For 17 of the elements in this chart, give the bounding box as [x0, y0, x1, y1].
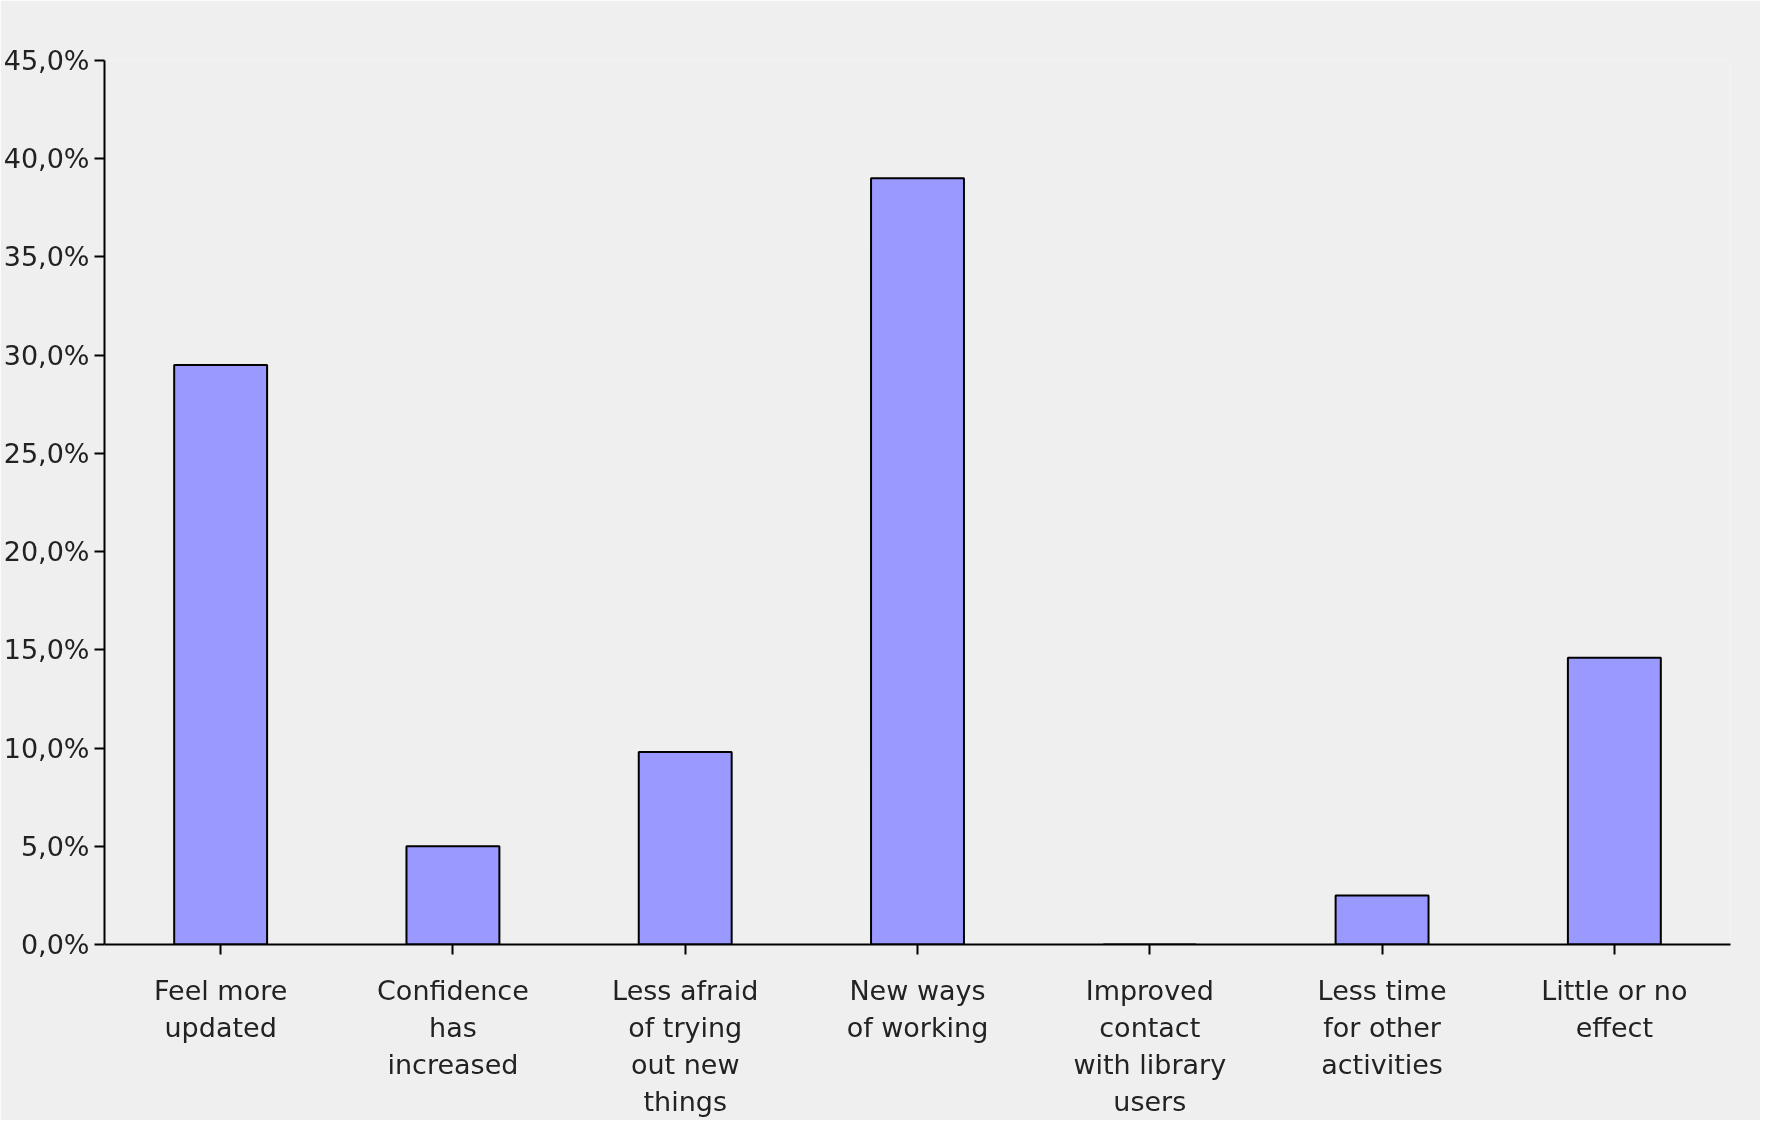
- y-tick-label: 35,0%: [3, 241, 90, 273]
- x-tick-label: Less afraid of trying out new things: [612, 974, 759, 1118]
- x-tick-label: Little or no effect: [1541, 974, 1688, 1043]
- y-tick-label: 45,0%: [3, 45, 90, 76]
- y-tick-label: 40,0%: [3, 143, 90, 175]
- y-tick-label: 15,0%: [3, 634, 90, 666]
- x-tick-label: Feel more updated: [153, 974, 288, 1043]
- x-tick-label: Confidence has increased: [377, 974, 529, 1080]
- y-tick-label: 25,0%: [3, 437, 90, 469]
- y-tick-label: 20,0%: [3, 536, 90, 568]
- y-tick-label: 5,0%: [20, 830, 90, 862]
- y-tick-label: 0,0%: [20, 929, 90, 960]
- x-tick-label: Improved contact with library users: [1073, 974, 1227, 1118]
- y-tick-label: 30,0%: [3, 339, 90, 371]
- x-tick-label: New ways of working: [846, 974, 989, 1043]
- y-tick-label: 10,0%: [3, 732, 90, 764]
- x-tick-label: Less time for other activities: [1317, 974, 1447, 1080]
